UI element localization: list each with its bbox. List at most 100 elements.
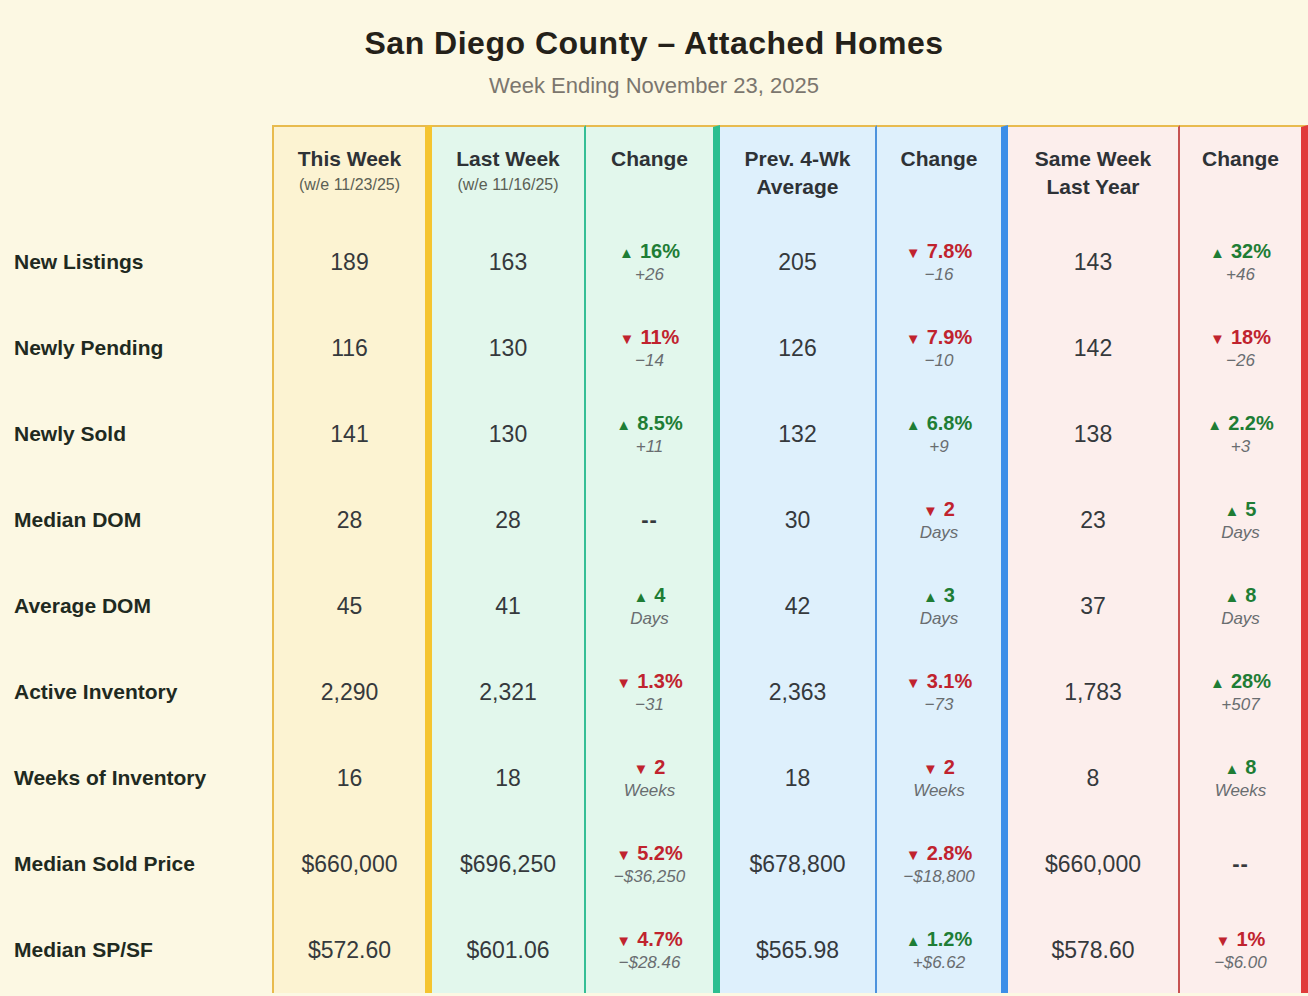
change-vs-4wk-average: ▲ 1.2%+$6.62: [877, 907, 1008, 993]
down-triangle-icon: ▼: [616, 674, 631, 691]
value-same-week-last-year: 1,783: [1008, 649, 1180, 735]
change-main: ▼11%: [620, 324, 680, 350]
change-sub-value: Days: [920, 522, 959, 544]
change-main: ▲8: [1225, 754, 1257, 780]
change-value: 6.8%: [927, 412, 973, 434]
value-prev-4wk-average: 30: [720, 477, 877, 563]
change-main: ▲8: [1225, 582, 1257, 608]
change-sub-value: Weeks: [624, 780, 676, 802]
value-this-week: 2,290: [272, 649, 432, 735]
value-last-week: 130: [432, 391, 586, 477]
stats-table: This Week (w/e 11/23/25) Last Week (w/e …: [0, 125, 1308, 993]
no-change-value: --: [641, 506, 658, 535]
value-last-week: 163: [432, 219, 586, 305]
page-header: San Diego County – Attached Homes Week E…: [0, 0, 1308, 99]
row-label: Median Sold Price: [0, 821, 272, 907]
change-value: 32%: [1231, 240, 1271, 262]
change-value: 1.2%: [927, 928, 973, 950]
change-sub-value: +11: [636, 436, 664, 458]
change-vs-last-week: ▼1.3%−31: [586, 649, 720, 735]
up-triangle-icon: ▲: [616, 416, 631, 433]
header-cell-empty: [0, 125, 272, 219]
down-triangle-icon: ▼: [906, 846, 921, 863]
value-same-week-last-year: 37: [1008, 563, 1180, 649]
down-triangle-icon: ▼: [1210, 330, 1225, 347]
column-header-label: Change: [611, 145, 688, 173]
row-label: Newly Sold: [0, 391, 272, 477]
change-main: ▲2.2%: [1207, 410, 1273, 436]
row-label: Weeks of Inventory: [0, 735, 272, 821]
change-vs-last-week: ▼4.7%−$28.46: [586, 907, 720, 993]
value-this-week: 116: [272, 305, 432, 391]
change-main: ▲3: [923, 582, 955, 608]
change-sub-value: −$36,250: [614, 866, 685, 888]
change-value: 4: [654, 584, 665, 606]
header-cell-this-week: This Week (w/e 11/23/25): [272, 125, 432, 219]
header-cell-same-week-last-year: Same Week Last Year: [1008, 125, 1180, 219]
value-same-week-last-year: $660,000: [1008, 821, 1180, 907]
change-vs-last-week: ▼5.2%−$36,250: [586, 821, 720, 907]
up-triangle-icon: ▲: [906, 932, 921, 949]
row-label: New Listings: [0, 219, 272, 305]
up-triangle-icon: ▲: [619, 244, 634, 261]
down-triangle-icon: ▼: [923, 760, 938, 777]
value-this-week: 28: [272, 477, 432, 563]
row-label: Median DOM: [0, 477, 272, 563]
change-sub-value: Weeks: [913, 780, 965, 802]
page-title: San Diego County – Attached Homes: [0, 25, 1308, 62]
change-sub-value: −16: [925, 264, 954, 286]
change-value: 8.5%: [637, 412, 683, 434]
value-last-week: 18: [432, 735, 586, 821]
change-vs-4wk-average: ▼3.1%−73: [877, 649, 1008, 735]
change-vs-last-week: ▲ 16%+26: [586, 219, 720, 305]
down-triangle-icon: ▼: [616, 932, 631, 949]
row-label: Active Inventory: [0, 649, 272, 735]
column-header-label: Change: [1202, 145, 1279, 173]
change-main: ▼1.3%: [616, 668, 682, 694]
change-main: ▼2: [923, 496, 955, 522]
change-main: ▲ 16%: [619, 238, 680, 264]
header-cell-change-vs-4wk-average: Change: [877, 125, 1008, 219]
down-triangle-icon: ▼: [906, 330, 921, 347]
change-main: ▼1%: [1216, 926, 1266, 952]
change-vs-last-year: --: [1180, 821, 1308, 907]
column-header-label: Same Week Last Year: [1016, 145, 1170, 200]
change-vs-last-week: ▲ 8.5%+11: [586, 391, 720, 477]
column-header-label: This Week: [298, 145, 401, 173]
up-triangle-icon: ▲: [1207, 416, 1222, 433]
column-header-sub: (w/e 11/23/25): [299, 176, 400, 194]
change-vs-last-year: ▲8Days: [1180, 563, 1308, 649]
change-sub-value: +$6.62: [913, 952, 965, 974]
change-value: 16%: [640, 240, 680, 262]
change-sub-value: −31: [635, 694, 664, 716]
value-this-week: $572.60: [272, 907, 432, 993]
up-triangle-icon: ▲: [1225, 588, 1240, 605]
value-same-week-last-year: 143: [1008, 219, 1180, 305]
change-value: 5: [1245, 498, 1256, 520]
change-main: ▼7.8%: [906, 238, 972, 264]
change-vs-last-year: ▲32%+46: [1180, 219, 1308, 305]
change-sub-value: +507: [1221, 694, 1259, 716]
value-same-week-last-year: 23: [1008, 477, 1180, 563]
change-value: 2: [944, 498, 955, 520]
down-triangle-icon: ▼: [634, 760, 649, 777]
up-triangle-icon: ▲: [1225, 502, 1240, 519]
row-label: Newly Pending: [0, 305, 272, 391]
change-vs-4wk-average: ▲6.8%+9: [877, 391, 1008, 477]
change-main: ▲32%: [1210, 238, 1271, 264]
change-sub-value: −14: [635, 350, 664, 372]
column-header-sub: (w/e 11/16/25): [457, 176, 558, 194]
change-sub-value: +3: [1231, 436, 1250, 458]
value-last-week: 28: [432, 477, 586, 563]
up-triangle-icon: ▲: [634, 588, 649, 605]
no-change-value: --: [1232, 850, 1249, 879]
value-prev-4wk-average: $678,800: [720, 821, 877, 907]
change-vs-4wk-average: ▼2.8%−$18,800: [877, 821, 1008, 907]
change-sub-value: Days: [1221, 608, 1260, 630]
change-main: ▼5.2%: [616, 840, 682, 866]
up-triangle-icon: ▲: [923, 588, 938, 605]
change-sub-value: +26: [635, 264, 664, 286]
change-main: ▼2: [923, 754, 955, 780]
change-main: ▼2: [634, 754, 666, 780]
change-main: ▲6.8%: [906, 410, 972, 436]
